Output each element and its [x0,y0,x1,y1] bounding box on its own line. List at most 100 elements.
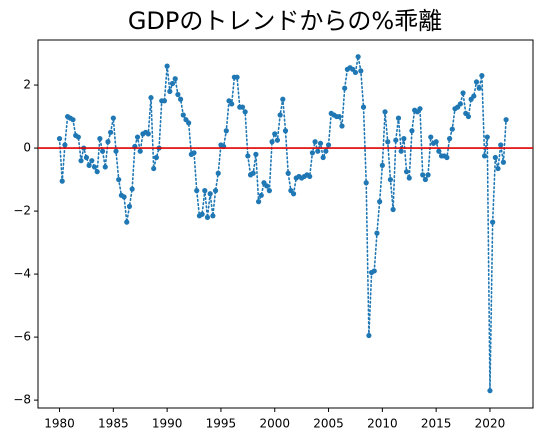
data-point [387,176,394,183]
data-point [360,104,367,110]
data-point [363,180,369,186]
data-point [398,148,404,154]
data-point [500,159,507,165]
data-point [374,230,380,236]
data-point [393,137,399,143]
data-point [449,126,455,132]
data-point [460,90,466,96]
data-point [108,129,114,135]
data-point [409,128,415,134]
data-point [385,139,391,145]
data-point [323,148,329,154]
x-tick-label: 1985 [98,417,129,431]
plot-frame [37,39,534,409]
data-point [113,148,119,154]
data-point [121,194,127,200]
data-point [358,68,364,74]
data-point [210,213,216,219]
data-point [285,170,291,176]
data-point [204,214,211,220]
data-point [70,117,76,123]
data-point [457,101,463,107]
data-point [390,206,396,213]
data-point [145,131,151,137]
data-point [134,134,141,140]
x-tick-label: 1990 [152,417,183,431]
data-point [277,112,283,118]
data-point [401,136,407,142]
x-tick-label: 2010 [367,417,398,431]
data-point [59,178,65,184]
data-point [175,91,181,98]
data-point [366,332,372,339]
data-point [495,165,501,172]
data-point [420,172,426,178]
data-point [487,388,493,394]
chart-title: GDPのトレンドからの%乖離 [128,7,442,35]
data-point [234,74,240,80]
data-point [417,106,423,112]
data-point [239,104,246,110]
data-point [62,142,68,148]
data-point [212,188,219,194]
x-tick-label: 1980 [44,417,75,431]
data-point [126,203,133,209]
data-point [379,162,385,168]
data-point [255,199,262,205]
data-point [315,148,321,154]
data-point [97,136,103,142]
x-tick-label: 2020 [475,417,506,431]
y-tick-label: −8 [13,393,31,407]
data-point [148,95,154,101]
data-point [167,88,173,94]
data-point [433,139,439,145]
x-tick-label: 1995 [206,417,237,431]
data-point [116,176,122,183]
data-point [336,113,342,120]
data-point [153,154,159,161]
data-point [269,139,275,145]
y-tick-label: 2 [23,78,31,92]
data-point [91,164,98,170]
data-point [177,96,184,102]
data-point [290,191,297,197]
data-point [264,183,270,189]
data-point [352,69,359,76]
data-point [377,199,383,205]
data-point [312,139,318,145]
data-point [137,148,143,154]
data-point [151,165,157,172]
data-point [229,101,235,107]
data-point [161,98,168,104]
data-point [428,134,434,140]
data-point [110,115,116,121]
data-point [191,150,197,156]
data-point [492,154,498,161]
data-point [444,154,450,161]
data-point [75,134,81,140]
data-point [94,169,100,175]
data-point [102,164,108,170]
data-point [253,151,259,157]
data-point [479,73,485,79]
data-point [473,79,480,85]
data-point [339,123,345,129]
data-point [266,188,272,194]
data-point [89,158,95,164]
data-point [186,120,192,126]
y-tick-label: −2 [13,204,31,218]
data-point [481,153,488,159]
data-point [309,150,316,156]
data-point [503,117,509,123]
x-tick-label: 2005 [313,417,344,431]
data-point [490,219,496,225]
data-point [99,148,106,154]
data-point [129,186,135,192]
data-point [169,80,176,87]
data-point [320,154,326,161]
data-point [325,142,332,148]
data-point [172,76,178,82]
y-tick-label: −4 [13,267,31,281]
data-point [307,173,313,180]
data-point [250,170,256,176]
